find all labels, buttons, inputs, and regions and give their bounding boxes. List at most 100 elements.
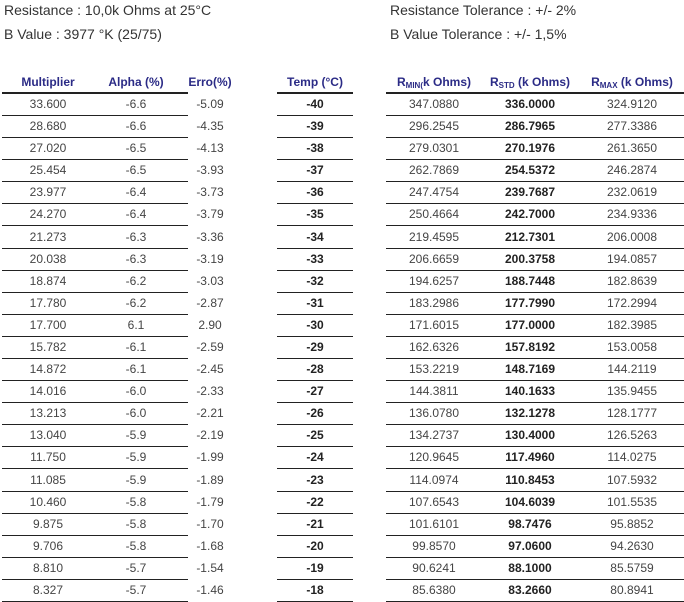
rmin-r: R [396, 75, 406, 89]
table-row: 247.4754 239.7687 232.0619 [386, 182, 684, 205]
table-row: 162.6326 157.8192 153.0058 [386, 337, 684, 359]
cell-alpha: -6.0 [125, 384, 147, 399]
cell-rmin: 194.6257 [408, 273, 460, 288]
cell-rstd: 157.8192 [504, 339, 556, 354]
cell-rstd: 212.7301 [504, 229, 556, 244]
cell-rmax: 135.9455 [606, 384, 658, 399]
cell-rstd: 88.1000 [508, 560, 552, 575]
cell-rstd: 177.0000 [504, 317, 556, 332]
cell-rmax: 234.9336 [606, 207, 658, 222]
cell-multiplier: 11.750 [30, 450, 66, 465]
cell-erro: -1.68 [196, 538, 224, 553]
cell-temp: -23 [306, 472, 324, 487]
cell-erro: -2.87 [196, 295, 224, 310]
cell-rstd: 200.3758 [504, 251, 556, 266]
header-erro: Erro(%) [188, 75, 232, 89]
cell-multiplier: 11.085 [30, 472, 66, 487]
cell-rmax: 94.2630 [610, 538, 654, 553]
cell-alpha: -6.1 [125, 362, 147, 377]
table-row: -32 [277, 271, 353, 293]
cell-alpha: -5.7 [125, 560, 147, 575]
cell-rmin: 250.4664 [408, 207, 460, 222]
cell-rmax: 114.0275 [607, 450, 657, 465]
cell-alpha: -6.2 [125, 273, 147, 288]
table-row: -34 [277, 227, 353, 249]
cell-multiplier: 25.454 [29, 163, 67, 178]
cell-erro: -3.19 [196, 251, 224, 266]
cell-multiplier: 8.810 [32, 560, 64, 575]
cell-alpha: 6.1 [127, 317, 145, 332]
cell-rmin: 247.4754 [408, 185, 460, 200]
cell-rmax: 80.8941 [610, 582, 654, 597]
table-row: 15.782 -6.1 -2.59 [2, 337, 224, 359]
cell-temp: -21 [306, 516, 324, 531]
cell-rstd: 254.5372 [504, 163, 556, 178]
cell-rmax: 261.3650 [606, 141, 658, 156]
cell-temp: -26 [306, 406, 324, 421]
cell-multiplier: 23.977 [29, 185, 67, 200]
rstd-sub: STD [498, 81, 515, 90]
table-row: -23 [277, 470, 353, 492]
cell-temp: -24 [306, 450, 324, 465]
b-value-tolerance-info: B Value Tolerance : +/- 1,5% [390, 26, 567, 42]
resistance-tolerance-info: Resistance Tolerance : +/- 2% [390, 2, 577, 18]
cell-alpha: -5.8 [125, 494, 147, 509]
cell-erro: -3.93 [196, 163, 224, 178]
cell-multiplier: 10.460 [29, 494, 67, 509]
table-row: -22 [277, 492, 353, 514]
table-row: 90.6241 88.1000 85.5759 [386, 558, 684, 580]
resistance-info: Resistance : 10,0k Ohms at 25°C [4, 2, 212, 18]
table-row: -39 [277, 116, 353, 139]
cell-temp: -33 [306, 251, 324, 266]
cell-rmin: 99.8570 [412, 538, 456, 553]
cell-rmin: 206.6659 [408, 251, 460, 266]
cell-rstd: 148.7169 [504, 362, 556, 377]
table-row: 11.085 -5.9 -1.89 [2, 470, 224, 492]
cell-rmin: 183.2986 [408, 295, 460, 310]
cell-temp: -37 [306, 163, 324, 178]
table-row: 18.874 -6.2 -3.03 [2, 271, 224, 293]
cell-rmax: 144.2119 [607, 362, 657, 377]
cell-erro: -2.45 [196, 362, 224, 377]
cell-temp: -29 [306, 339, 324, 354]
cell-temp: -20 [306, 538, 324, 553]
cell-rmax: 95.8852 [610, 516, 654, 531]
table-row: 23.977 -6.4 -3.73 [2, 182, 224, 205]
table-row: 153.2219 148.7169 144.2119 [386, 359, 684, 382]
cell-multiplier: 17.700 [29, 317, 67, 332]
table-row: 8.810 -5.7 -1.54 [2, 558, 224, 580]
cell-rstd: 110.8453 [505, 472, 555, 487]
cell-multiplier: 21.273 [29, 229, 67, 244]
table-row: 24.270 -6.4 -3.79 [2, 204, 224, 227]
cell-alpha: -5.8 [125, 516, 147, 531]
cell-alpha: -6.3 [125, 229, 147, 244]
cell-temp: -31 [306, 295, 324, 310]
cell-rstd: 130.4000 [504, 428, 556, 443]
table-row: 21.273 -6.3 -3.36 [2, 227, 224, 249]
cell-multiplier: 15.782 [29, 339, 67, 354]
table-row: -27 [277, 381, 353, 404]
cell-multiplier: 28.680 [29, 119, 67, 134]
table-row: -19 [277, 558, 353, 580]
cell-rmin: 262.7869 [408, 163, 460, 178]
cell-erro: -1.46 [196, 582, 224, 597]
header-rmin: RMIN(k Ohms) [388, 75, 480, 90]
cell-rmin: 114.0974 [409, 472, 459, 487]
cell-rmin: 144.3811 [409, 384, 459, 399]
cell-multiplier: 13.040 [29, 428, 67, 443]
table-row: 85.6380 83.2660 80.8941 [386, 580, 684, 602]
rmax-r: R [591, 75, 600, 89]
table-row: -25 [277, 425, 353, 448]
table-row: 171.6015 177.0000 182.3985 [386, 315, 684, 337]
cell-alpha: -5.9 [125, 472, 147, 487]
table-row: 114.0974 110.8453 107.5932 [386, 470, 684, 492]
table-row: 9.875 -5.8 -1.70 [2, 514, 224, 536]
cell-erro: -3.73 [196, 185, 224, 200]
header-rstd: RSTD (k Ohms) [482, 75, 578, 90]
cell-rmax: 107.5932 [606, 472, 658, 487]
cell-rstd: 239.7687 [504, 185, 556, 200]
table-row: 14.016 -6.0 -2.33 [2, 381, 224, 404]
cell-rmin: 90.6241 [412, 560, 456, 575]
table-row: 25.454 -6.5 -3.93 [2, 160, 224, 183]
cell-rmin: 296.2545 [408, 119, 460, 134]
